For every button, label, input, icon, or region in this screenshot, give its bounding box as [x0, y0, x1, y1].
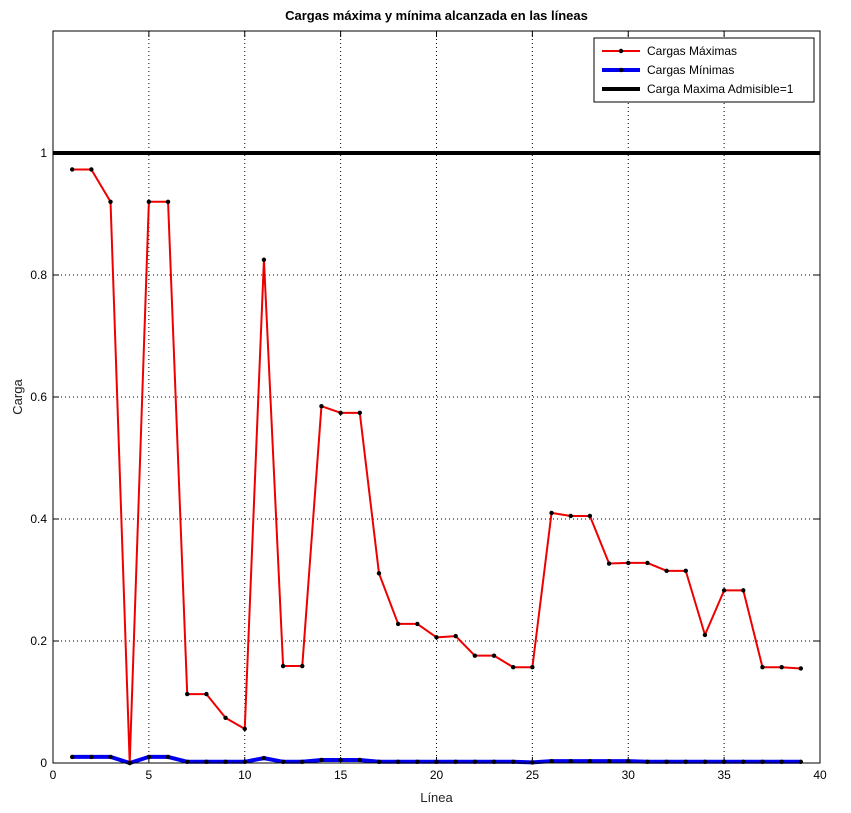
data-point-min — [319, 757, 324, 763]
y-axis-label: Carga — [10, 379, 25, 415]
x-tick-label: 40 — [813, 768, 827, 782]
data-point-max — [204, 691, 209, 697]
legend-entry-min: Cargas Mínimas — [602, 63, 734, 77]
x-tick-label: 0 — [50, 768, 57, 782]
data-point-min — [89, 754, 94, 760]
plot-frame — [52, 30, 821, 764]
data-point-max — [568, 513, 573, 519]
data-point-max — [89, 167, 94, 172]
data-point-max — [626, 560, 631, 566]
legend-label-max: Cargas Máximas — [647, 44, 737, 58]
data-point-min — [549, 758, 554, 764]
data-point-max — [587, 513, 593, 519]
data-point-max — [664, 568, 669, 574]
data-point-max — [185, 691, 190, 697]
data-point-min — [626, 758, 631, 764]
data-point-max — [549, 510, 554, 516]
legend-marker-max — [618, 48, 624, 54]
data-point-min — [587, 758, 593, 764]
data-point-min — [530, 760, 535, 765]
data-point-max — [530, 665, 535, 670]
y-tick-label: 1 — [40, 146, 47, 160]
data-point-max — [108, 199, 113, 204]
legend-entry-limit: Carga Maxima Admisible=1 — [602, 82, 794, 96]
data-point-max — [760, 665, 765, 670]
y-tick-label: 0.4 — [30, 512, 47, 526]
y-tick-label: 0 — [40, 756, 47, 770]
data-point-max — [280, 663, 286, 669]
x-tick-label: 35 — [717, 768, 731, 782]
data-point-max — [165, 199, 171, 204]
x-axis-label: Línea — [420, 790, 453, 805]
chart-title: Cargas máxima y mínima alcanzada en las … — [285, 8, 588, 23]
data-point-min — [606, 758, 612, 764]
data-point-max — [645, 560, 650, 566]
x-tick-label: 20 — [430, 768, 444, 782]
series-lines — [53, 151, 820, 766]
x-tick-label: 25 — [526, 768, 540, 782]
data-point-max — [146, 199, 152, 204]
data-point-max — [242, 726, 247, 732]
data-point-max — [376, 571, 382, 576]
data-point-max — [491, 653, 497, 658]
data-point-max — [511, 665, 516, 670]
legend-label-min: Cargas Mínimas — [647, 63, 734, 77]
data-point-min — [568, 758, 573, 764]
data-point-min — [261, 755, 267, 761]
data-point-max — [261, 257, 267, 262]
y-axis-ticks: 0 0.2 0.4 0.6 0.8 1 — [30, 146, 820, 770]
data-point-min — [357, 757, 362, 763]
legend: Cargas Máximas Cargas Mínimas Carga Maxi… — [593, 37, 815, 103]
data-point-max — [741, 588, 746, 593]
data-point-min — [338, 757, 343, 763]
data-point-min — [108, 754, 113, 760]
y-tick-label: 0.2 — [30, 634, 47, 648]
x-tick-label: 15 — [334, 768, 348, 782]
data-point-max — [223, 715, 228, 721]
data-point-max — [395, 621, 401, 627]
data-point-max — [606, 561, 612, 566]
data-point-max — [300, 663, 305, 669]
data-point-max — [415, 621, 420, 627]
legend-label-limit: Carga Maxima Admisible=1 — [647, 82, 794, 96]
x-tick-label: 5 — [146, 768, 153, 782]
data-point-min — [69, 754, 75, 760]
data-point-max — [472, 653, 478, 658]
data-point-max — [702, 632, 708, 638]
y-tick-label: 0.8 — [30, 268, 47, 282]
y-tick-label: 0.6 — [30, 390, 47, 404]
legend-entry-max: Cargas Máximas — [602, 44, 737, 58]
data-point-min — [146, 754, 152, 760]
data-point-max — [69, 167, 75, 172]
data-point-max — [338, 410, 343, 416]
data-point-max — [357, 410, 362, 416]
x-tick-label: 30 — [622, 768, 636, 782]
plot-area — [53, 31, 820, 763]
data-point-max — [779, 665, 784, 670]
x-tick-label: 10 — [238, 768, 252, 782]
data-point-max — [453, 633, 458, 639]
data-point-min — [165, 754, 171, 760]
data-point-max — [683, 568, 688, 574]
data-point-max — [434, 635, 439, 640]
data-point-max — [319, 403, 324, 409]
data-point-max — [798, 666, 804, 671]
legend-marker-min — [618, 67, 624, 73]
data-point-max — [721, 588, 727, 593]
